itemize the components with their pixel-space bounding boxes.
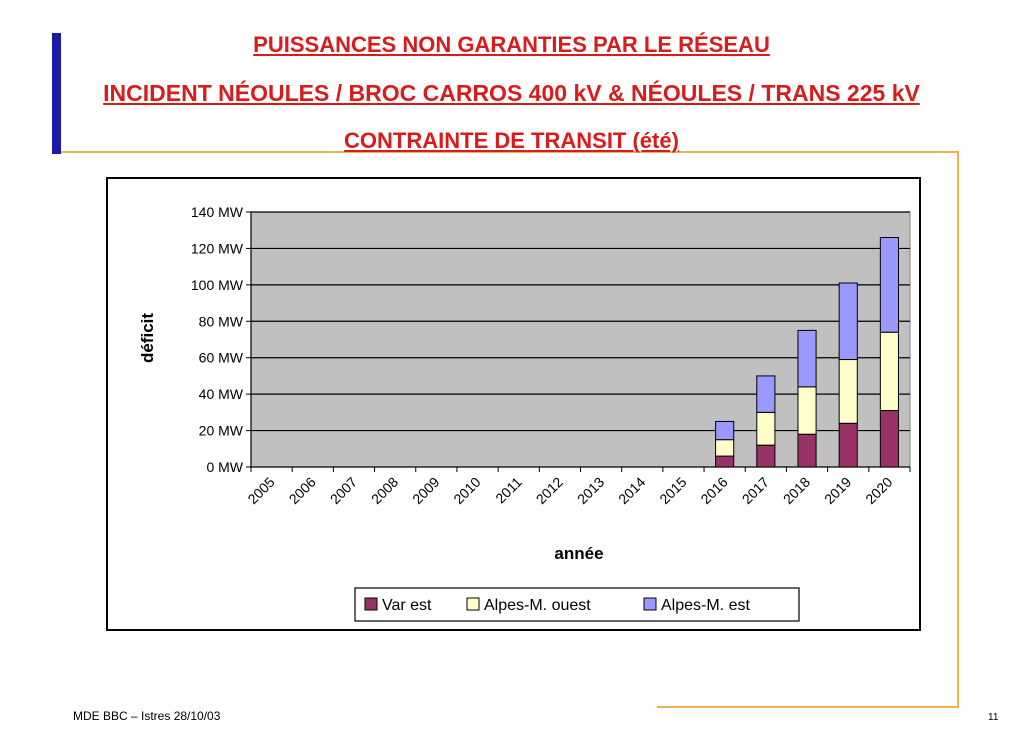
y-tick-label: 120 MW [191, 240, 244, 256]
bars [715, 237, 899, 468]
bar-segment [879, 410, 899, 468]
title-line-2: INCIDENT NÉOULES / BROC CARROS 400 kV & … [103, 80, 920, 106]
y-tick-label: 60 MW [199, 350, 244, 366]
page-number: 11 [988, 712, 999, 723]
legend-swatch [364, 597, 378, 611]
bar-segment [756, 375, 776, 413]
bar-segment [715, 455, 735, 468]
x-axis-ticks: 2005 2006 2007 2008 2009 2010 2011 2012 2013 2014… [244, 467, 911, 507]
x-tick-label: 2006 [286, 474, 319, 507]
legend-swatch [466, 597, 480, 611]
x-tick-label: 2014 [615, 474, 648, 507]
y-tick-label: 80 MW [199, 313, 244, 329]
x-tick-label: 2009 [409, 474, 442, 507]
accent-line-top [61, 151, 958, 153]
bar-segment [838, 422, 858, 468]
x-tick-label: 2018 [780, 474, 813, 507]
bar-segment [756, 411, 776, 446]
x-tick-label: 2012 [533, 474, 566, 507]
x-tick-label: 2017 [739, 474, 772, 507]
legend-swatch [643, 597, 657, 611]
legend-label: Alpes-M. ouest [484, 597, 591, 614]
footer-caption: MDE BBC – Istres 28/10/03 [73, 709, 221, 723]
x-tick-label: 2008 [368, 474, 401, 507]
y-tick-label: 0 MW [206, 459, 243, 475]
x-tick-label: 2015 [656, 474, 689, 507]
accent-bar-blue [52, 33, 61, 154]
x-tick-label: 2020 [862, 474, 895, 507]
bar-segment [838, 359, 858, 424]
legend-label: Alpes-M. est [661, 597, 750, 614]
y-tick-label: 140 MW [191, 204, 244, 220]
chart-frame: 0 MW 20 MW 40 MW 60 MW 80 MW 100 MW 120 MW 140 … [106, 177, 921, 631]
x-tick-label: 2019 [821, 474, 854, 507]
title-line-1: PUISSANCES NON GARANTIES PAR LE RÉSEAU [253, 32, 770, 57]
y-tick-label: 40 MW [199, 386, 244, 402]
y-tick-label: 20 MW [199, 423, 244, 439]
bar-segment [879, 331, 899, 412]
x-tick-label: 2013 [574, 474, 607, 507]
bar-segment [838, 282, 858, 361]
x-tick-label: 2010 [450, 474, 483, 507]
y-axis-ticks: 0 MW 20 MW 40 MW 60 MW 80 MW 100 MW 120 MW 140 … [191, 204, 252, 475]
bar-segment [715, 420, 735, 441]
accent-line-bottom [657, 706, 959, 708]
y-axis-label: déficit [138, 313, 157, 363]
legend-label: Var est [382, 597, 432, 614]
x-axis-label: année [554, 544, 603, 563]
bar-segment [797, 386, 817, 435]
legend-box [354, 587, 800, 622]
stacked-bar-chart: 0 MW 20 MW 40 MW 60 MW 80 MW 100 MW 120 MW 140 … [138, 204, 911, 622]
x-tick-label: 2016 [697, 474, 730, 507]
x-tick-label: 2011 [492, 474, 525, 507]
bar-segment [715, 439, 735, 457]
bar-segment [756, 444, 776, 468]
legend: Var est Alpes-M. ouest Alpes-M. est [354, 587, 800, 622]
y-tick-label: 100 MW [191, 277, 244, 293]
bar-segment [797, 433, 817, 468]
bar-segment [797, 329, 817, 388]
bar-segment [879, 237, 899, 333]
accent-line-right [957, 151, 959, 707]
x-tick-label: 2005 [244, 474, 277, 507]
x-tick-label: 2007 [327, 474, 360, 507]
title-line-3: CONTRAINTE DE TRANSIT (été) [344, 128, 679, 153]
